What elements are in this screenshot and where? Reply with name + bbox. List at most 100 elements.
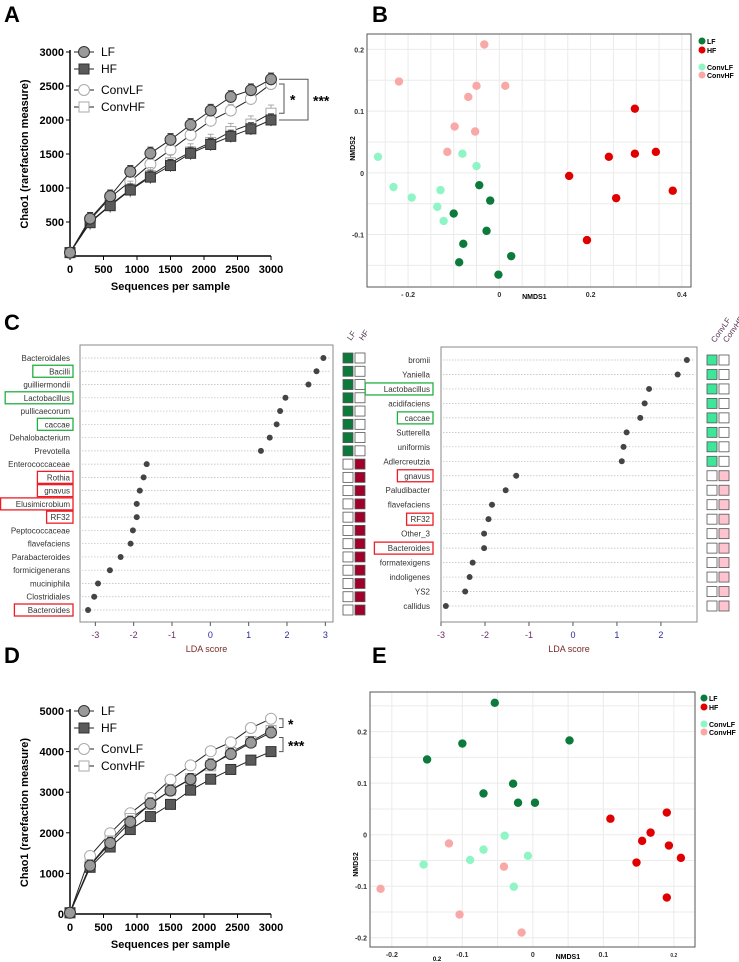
x-tick-label: 1500 <box>158 922 182 934</box>
lda-row: Parabacteroides <box>12 551 366 563</box>
data-point <box>523 851 533 861</box>
line-chart-D: 0 500 1000 1500 2000 2500 3000 0 1000 2000 3000 400… <box>19 704 305 951</box>
data-point <box>144 797 157 810</box>
y-tick-label: 0.2 <box>354 47 364 54</box>
y-tick-label: 0.2 <box>357 730 367 737</box>
group-indicator-square <box>342 525 354 536</box>
x-tick-label: 2000 <box>192 264 216 276</box>
lda-point <box>683 357 690 363</box>
legend-marker <box>78 722 90 734</box>
taxon-label: Parabacteroides <box>12 553 70 562</box>
highlight-box <box>36 483 74 498</box>
x-tick-label: -1 <box>525 630 533 640</box>
group-indicator-square <box>706 499 718 511</box>
x-tick-label: -0.1 <box>456 952 468 959</box>
taxon-label: Adlercreutzia <box>383 457 430 466</box>
lda-row: RF32 <box>45 510 366 524</box>
data-point <box>450 122 459 131</box>
x-tick-label: 1000 <box>125 922 149 934</box>
data-point <box>668 186 677 195</box>
data-point <box>184 128 197 141</box>
y-tick-label: 3000 <box>40 787 64 799</box>
lda-point <box>481 530 488 537</box>
x-tick-label: 2500 <box>225 264 249 276</box>
data-point <box>124 815 137 828</box>
significance-bracket <box>279 83 285 114</box>
lda-point <box>466 574 473 581</box>
lda-row: Enterococcaceae <box>8 458 366 470</box>
y-tick-label: 0.1 <box>357 781 367 788</box>
group-indicator-square <box>718 470 730 482</box>
group-indicator-square <box>706 412 718 424</box>
x-axis-label: LDA score <box>548 644 590 654</box>
line-chart-A: 0 500 1000 1500 2000 2500 3000 500 1000 1500 2000 2… <box>19 45 330 293</box>
series-LF <box>64 726 277 919</box>
y-tick-label: 500 <box>46 217 64 229</box>
y-tick-label: 1500 <box>40 149 64 161</box>
group-indicator-square <box>718 455 730 467</box>
data-point <box>433 202 442 211</box>
lda-row: bromii <box>408 354 730 366</box>
group-indicator-square <box>342 551 354 563</box>
lda-row: Rothia <box>36 470 366 485</box>
legend-label: HF <box>709 705 719 712</box>
group-indicator-square <box>354 392 366 404</box>
lda-plot-C-left: -3 -2 -1 0 1 2 3 LDA score LF HF Bacteroidales Baci… <box>0 328 371 654</box>
group-indicator-square <box>706 528 718 540</box>
group-indicator-square <box>342 405 354 417</box>
group-indicator-square <box>706 383 718 395</box>
x-tick-label: 0 <box>531 952 535 959</box>
lda-point <box>320 355 327 361</box>
x-tick-label: - 0.2 <box>401 292 415 299</box>
data-point <box>513 798 523 807</box>
y-tick-label: 1000 <box>40 183 64 195</box>
lda-point <box>273 421 280 428</box>
group-indicator-square <box>342 498 354 510</box>
highlight-box <box>396 469 434 483</box>
taxon-label: Yaniella <box>402 370 430 379</box>
taxon-label: Elusimicrobium <box>16 500 71 509</box>
data-point <box>480 40 489 49</box>
data-point <box>205 138 217 150</box>
taxon-label: Bacteroides <box>28 606 70 615</box>
data-point <box>265 726 277 739</box>
group-indicator-square <box>706 426 718 438</box>
group-indicator-square <box>354 418 366 430</box>
data-point <box>632 858 641 867</box>
lda-point <box>266 434 273 441</box>
data-point <box>165 798 176 810</box>
series-LF <box>64 72 277 259</box>
plot-frame <box>366 33 692 288</box>
data-point <box>245 754 257 766</box>
group-indicator-square <box>718 571 730 583</box>
lda-point <box>95 580 102 587</box>
series-HF <box>64 746 277 919</box>
highlight-box <box>405 512 434 526</box>
lda-point <box>277 408 284 415</box>
lda-point <box>140 474 147 481</box>
significance-label: *** <box>313 93 330 109</box>
data-point <box>449 209 458 218</box>
data-point <box>582 235 592 245</box>
series-ConvLF <box>373 149 481 226</box>
group-indicator-square <box>706 484 718 496</box>
taxon-label: Prevotella <box>34 447 70 456</box>
data-point <box>224 748 237 761</box>
data-point <box>508 779 518 788</box>
group-indicator-square <box>718 426 730 438</box>
lda-row: Bacilli <box>32 364 366 378</box>
group-indicator-square <box>342 352 354 364</box>
group-header: HF <box>357 328 371 342</box>
group-indicator-square <box>718 499 730 511</box>
group-indicator-square <box>354 405 366 417</box>
lda-point <box>641 400 648 407</box>
significance-label: *** <box>288 738 305 754</box>
data-point <box>225 763 237 775</box>
legend-label: LF <box>101 704 115 718</box>
y-tick-label: -0.2 <box>355 936 367 943</box>
data-point <box>564 171 574 181</box>
highlight-box <box>36 417 74 431</box>
group-indicator-square <box>342 511 354 523</box>
significance-label: * <box>290 92 296 108</box>
